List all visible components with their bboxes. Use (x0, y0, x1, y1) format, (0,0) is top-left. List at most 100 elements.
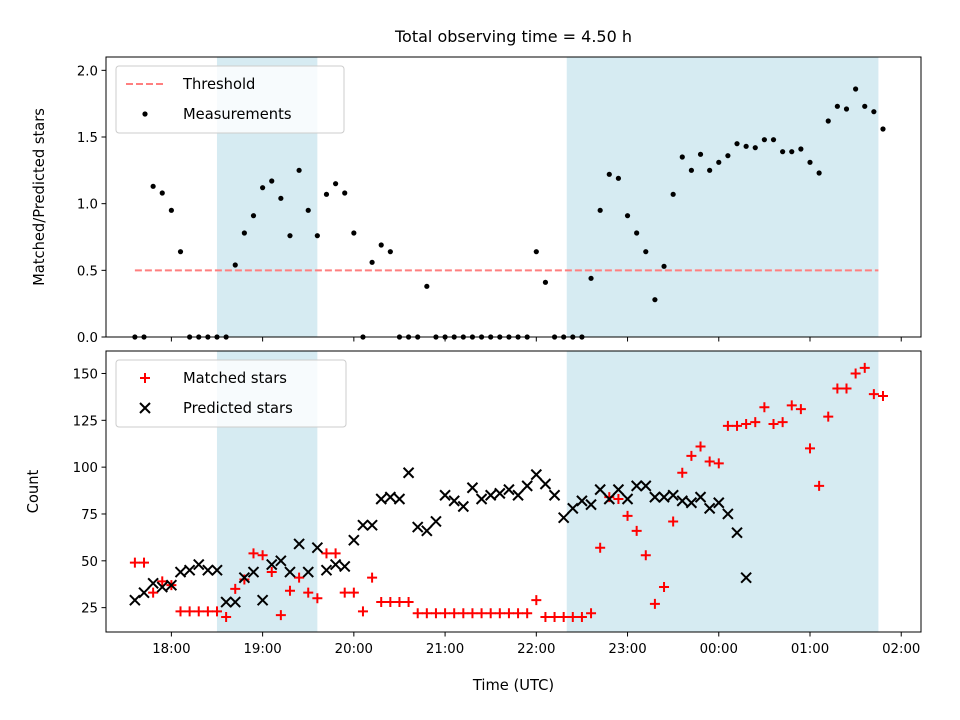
y-tick-label: 0.0 (77, 331, 98, 346)
matched-stars-point (321, 548, 332, 559)
matched-stars-point (558, 612, 569, 623)
matched-stars-point (394, 597, 405, 608)
predicted-stars-point (165, 579, 178, 591)
matched-stars-point (339, 587, 350, 598)
observing-window-2 (566, 351, 879, 632)
matched-stars-point (686, 450, 697, 461)
legend-predicted-swatch (139, 402, 151, 414)
predicted-stars-point (421, 525, 433, 537)
matched-stars-point (659, 582, 670, 593)
predicted-stars-point (256, 594, 269, 606)
matched-stars-point (312, 593, 323, 604)
predicted-stars-point (576, 495, 588, 507)
measurement-point (597, 207, 603, 213)
matched-stars-point (567, 612, 578, 623)
measurement-point (880, 126, 886, 132)
predicted-stars-point (713, 497, 725, 509)
matched-stars-point (713, 458, 724, 469)
matched-stars-point (412, 608, 423, 619)
measurement-point (643, 249, 649, 255)
series-measurements (132, 86, 886, 340)
matched-stars-point (741, 419, 752, 430)
predicted-stars-point (357, 519, 369, 531)
measurement-point (761, 137, 767, 143)
predicted-stars-point (503, 483, 515, 496)
predicted-stars-point (211, 564, 223, 576)
matched-stars-point (202, 606, 213, 617)
measurement-point (743, 143, 749, 149)
measurement-point (387, 249, 393, 255)
matched-stars-point (777, 417, 788, 428)
matched-stars-point (348, 587, 359, 598)
matched-stars-point (139, 557, 150, 568)
measurement-point (780, 149, 786, 155)
x-tick-label: 19:00 (243, 642, 281, 657)
matched-stars-point (513, 608, 524, 619)
predicted-stars-point (521, 480, 533, 492)
measurement-point (807, 159, 813, 165)
measurement-point (615, 175, 622, 181)
x-tick-label: 22:00 (517, 642, 555, 657)
matched-stars-point (239, 574, 250, 585)
predicted-stars-point (411, 521, 424, 533)
matched-stars-point (458, 608, 469, 619)
matched-stars-point (403, 597, 414, 608)
matched-stars-point (175, 606, 186, 617)
matched-stars-point (640, 550, 651, 561)
y-tick-label: 25 (81, 602, 98, 617)
measurement-point (250, 213, 257, 219)
measurement-point (588, 275, 594, 281)
matched-stars-point (823, 411, 834, 422)
measurement-point (369, 259, 375, 265)
matched-stars-point (221, 612, 232, 623)
predicted-stars-point (640, 480, 652, 492)
predicted-stars-point (156, 581, 168, 593)
predicted-stars-point (266, 558, 278, 571)
matched-stars-point (385, 597, 396, 608)
matched-stars-point (850, 368, 861, 379)
predicted-stars-point (685, 497, 698, 509)
measurement-point (707, 167, 713, 173)
y-tick-label: 1.0 (77, 198, 98, 213)
y-tick-label: 100 (73, 461, 98, 476)
measurement-point (734, 141, 740, 147)
predicted-stars-point (585, 498, 597, 511)
legend: Threshold Measurements (115, 65, 345, 134)
matched-stars-point (576, 612, 587, 623)
y-tick-label: 2.0 (77, 64, 98, 79)
predicted-stars-point (366, 519, 378, 531)
matched-stars-point (467, 608, 478, 619)
legend-box (115, 359, 347, 428)
measurement-point (798, 146, 804, 152)
x-tick-label: 18:00 (152, 642, 190, 657)
bottom-y-axis-label: Count (25, 469, 42, 513)
predicted-stars-point (293, 538, 305, 550)
predicted-stars-point (202, 564, 214, 576)
matched-stars-point (695, 441, 706, 452)
predicted-stars-point (722, 508, 734, 520)
matched-stars-point (184, 606, 195, 617)
matched-stars-point (795, 404, 806, 415)
measurement-point (652, 297, 658, 303)
measurement-point (177, 249, 184, 255)
predicted-stars-point (402, 467, 415, 479)
x-axis-label: Time (UTC) (472, 677, 554, 694)
matched-stars-point (449, 608, 460, 619)
predicted-stars-point (174, 566, 187, 578)
matched-stars-point (631, 525, 642, 536)
predicted-stars-point (329, 558, 342, 571)
predicted-stars-point (512, 489, 524, 501)
matched-stars-point (440, 608, 451, 619)
measurement-point (725, 153, 731, 159)
predicted-stars-point (183, 564, 196, 576)
predicted-stars-point (229, 596, 241, 608)
measurement-point (533, 249, 539, 255)
legend-box (115, 65, 345, 134)
measurement-point (770, 137, 777, 143)
matched-stars-point (485, 608, 496, 619)
matched-stars-point (859, 362, 870, 373)
series-predicted-stars (129, 467, 752, 608)
matched-stars-point (129, 557, 140, 568)
predicted-stars-point (302, 566, 314, 578)
